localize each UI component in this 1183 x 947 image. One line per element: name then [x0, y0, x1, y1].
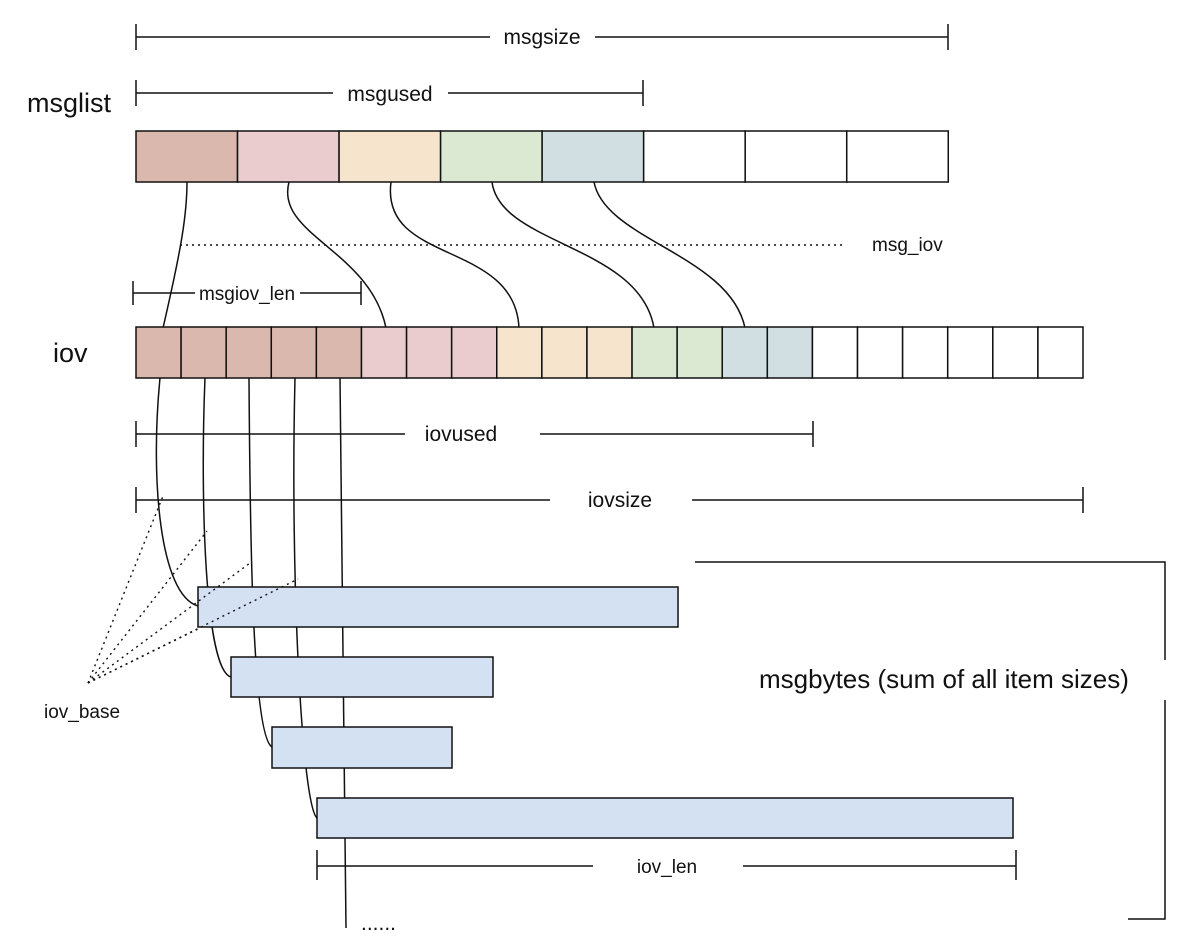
ellipsis-label: ......: [361, 912, 396, 935]
buffer-list: [197, 586, 1014, 839]
iov-cell-2: [180, 326, 227, 379]
msglist-cell-4: [439, 130, 543, 183]
msg-iov-link-4: [491, 181, 655, 329]
msg-iov-link-1: [162, 181, 188, 329]
iov-base-pointers: [87, 495, 299, 684]
msglist-cell-2: [236, 130, 340, 183]
msgsize-label: msgsize: [503, 26, 580, 49]
iov-continuation-line: [339, 377, 347, 929]
msgbytes-label: msgbytes (sum of all item sizes): [759, 664, 1129, 694]
iov-cell-11: [586, 326, 633, 379]
msglist-cell-1: [135, 130, 239, 183]
iovused-label: iovused: [425, 423, 497, 446]
iov-cell-15: [766, 326, 814, 379]
iovsize-label: iovsize: [588, 489, 652, 512]
msgiov-len-label: msgiov_len: [199, 284, 295, 305]
msg-iov-connectors: msg_iov: [162, 181, 943, 329]
iov-cell-20: [992, 326, 1039, 379]
msgused-label: msgused: [347, 83, 432, 106]
iov-cell-12: [631, 326, 678, 379]
msglist-cell-8: [845, 130, 950, 183]
msgbytes-bracket: msgbytes (sum of all item sizes): [695, 561, 1177, 920]
iov-cell-17: [856, 326, 904, 379]
msg-iov-link-5: [593, 181, 746, 329]
iov-cell-4: [270, 326, 318, 379]
msgused-dimension: msgused: [135, 80, 644, 106]
msglist-label: msglist: [27, 88, 112, 118]
msgiov-len-dimension: msgiov_len: [132, 281, 362, 305]
msglist-cell-6: [642, 130, 746, 183]
msglist-array: [135, 130, 950, 183]
iov-array: [135, 326, 1084, 379]
buffer-1: [197, 586, 679, 628]
iov-cell-18: [901, 326, 949, 379]
iov-cell-5: [315, 326, 363, 379]
iov-cell-14: [721, 326, 769, 379]
msglist-cell-5: [541, 130, 645, 183]
iov-cell-1: [135, 326, 182, 379]
iov-base-label: iov_base: [44, 702, 120, 723]
iov-cell-3: [225, 326, 273, 379]
iov-cell-7: [405, 326, 453, 379]
iov-cell-6: [360, 326, 408, 379]
iovused-dimension: iovused: [135, 421, 814, 447]
buffer-4: [316, 797, 1014, 839]
msg-iov-label: msg_iov: [872, 235, 943, 256]
msglist-cell-7: [744, 130, 848, 183]
iov-base-link-1: [155, 377, 199, 607]
msglist-cell-3: [338, 130, 442, 183]
iov-cell-21: [1037, 326, 1084, 379]
buffer-3: [271, 726, 453, 769]
msg-iov-link-3: [389, 181, 520, 329]
iov-cell-9: [496, 326, 543, 379]
iov-label: iov: [53, 338, 88, 368]
iov-buffer-connectors: [155, 377, 347, 929]
msgsize-dimension: msgsize: [135, 24, 949, 50]
iov-base-link-2: [202, 377, 232, 678]
iovsize-dimension: iovsize: [135, 487, 1084, 513]
iov-len-label: iov_len: [637, 857, 697, 878]
iov-cell-10: [541, 326, 588, 379]
iov-cell-19: [946, 326, 994, 379]
iov-cell-8: [450, 326, 498, 379]
iov-cell-13: [676, 326, 723, 379]
iov-len-dimension: iov_len: [316, 850, 1017, 880]
buffer-2: [230, 656, 494, 698]
msg-iov-link-2: [286, 181, 387, 329]
iov-cell-16: [811, 326, 859, 379]
